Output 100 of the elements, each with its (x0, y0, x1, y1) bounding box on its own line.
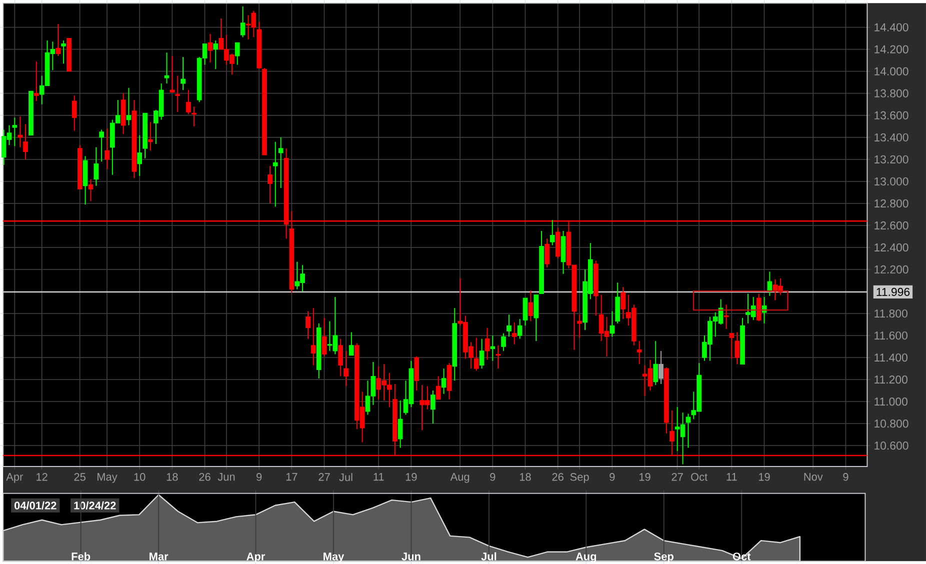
y-tick-label: 10.600 (874, 441, 908, 450)
candlestick (164, 52, 170, 84)
y-tick-label: 11.600 (874, 331, 908, 340)
y-tick-label: 12.400 (874, 243, 908, 252)
candlestick (186, 89, 191, 115)
y-tick-label: 14.000 (874, 67, 908, 76)
y-tick-label: 13.400 (874, 133, 908, 142)
candlestick (278, 136, 284, 188)
candlestick (490, 334, 496, 362)
x-tick-label: May (98, 472, 118, 483)
y-tick-label: 10.800 (874, 419, 908, 428)
y-tick-label: 13.600 (874, 111, 908, 120)
candlestick (213, 40, 218, 70)
x-tick-label: 11 (726, 472, 737, 480)
candlestick (126, 87, 132, 126)
x-tick-label: Oct (691, 472, 708, 481)
y-tick-label: 14.200 (874, 45, 908, 54)
candlestick (94, 146, 99, 186)
x-tick-label: Aug (576, 552, 596, 562)
annotation: 10/24/22 (74, 501, 116, 510)
x-tick-label: 18 (166, 472, 178, 481)
x-tick-label: Feb (72, 552, 90, 560)
y-tick-label: 12.200 (874, 265, 908, 274)
x-tick-label: 17 (286, 472, 298, 480)
candlestick (306, 310, 310, 340)
x-tick-label: Jul (339, 472, 352, 481)
y-tick-label: 12.800 (874, 199, 908, 208)
x-tick-label: Mar (150, 552, 168, 560)
x-tick-label: Jun (218, 472, 235, 481)
y-tick-label: 11.800 (874, 309, 908, 318)
x-tick-label: May (324, 552, 344, 562)
candlestick (479, 338, 484, 369)
x-tick-label: Jun (402, 552, 420, 560)
candlestick (72, 94, 77, 132)
candlestick (268, 165, 272, 204)
x-tick-label: 9 (490, 472, 496, 481)
candlestick (517, 318, 522, 340)
y-tick-label: 13.200 (874, 155, 908, 164)
candlestick (148, 121, 153, 151)
candlestick (767, 271, 772, 296)
x-tick-label: 26 (199, 472, 210, 481)
y-tick-label: 12.600 (874, 221, 908, 230)
candlestick (56, 23, 61, 56)
candlestick (501, 332, 506, 352)
candlestick (137, 134, 142, 176)
x-tick-label: 25 (74, 472, 86, 481)
x-tick-label: 9 (843, 472, 848, 481)
x-tick-label: Nov (804, 472, 823, 481)
candlestick (23, 124, 28, 160)
candlestick (544, 238, 550, 268)
annotation: 04/01/22 (14, 501, 56, 510)
candlestick (484, 327, 490, 360)
candlestick (577, 314, 582, 338)
candlestick (534, 294, 539, 342)
x-tick-label: Jul (481, 552, 496, 560)
candlestick (620, 286, 626, 320)
candlestick (496, 344, 501, 369)
candlestick (34, 60, 39, 102)
candlestick (18, 116, 23, 148)
candlestick (240, 6, 246, 38)
candlestick (658, 350, 664, 384)
x-tick-label: Sep (570, 472, 589, 483)
candlestick (61, 40, 66, 64)
candlestick (430, 390, 436, 424)
candlestick (88, 178, 94, 202)
candlestick (474, 337, 479, 372)
x-tick-label: 27 (318, 472, 330, 481)
candlestick (550, 219, 555, 246)
candlestick (322, 317, 327, 357)
candlestick (12, 116, 18, 147)
candlestick (99, 129, 104, 162)
candlestick (414, 356, 420, 391)
x-tick-label: Aug (450, 472, 470, 483)
x-tick-label: 18 (520, 472, 531, 481)
candlestick (175, 75, 180, 112)
x-tick-label: Apr (6, 472, 24, 483)
candlestick (398, 400, 403, 448)
candlestick (441, 368, 446, 394)
y-tick-label: 11.200 (874, 375, 908, 384)
y-tick-label: 14.400 (874, 23, 908, 32)
candlestick (512, 322, 517, 345)
candlestick (522, 297, 528, 326)
candlestick (104, 128, 110, 170)
y-tick-label: 13.800 (874, 89, 908, 98)
candlestick (734, 332, 740, 365)
candlestick (729, 332, 734, 360)
y-tick-label: 11.000 (874, 397, 908, 406)
candlestick (344, 350, 348, 387)
candlestick (349, 332, 354, 356)
candlestick (338, 338, 343, 377)
candlestick (528, 290, 534, 322)
candlestick (610, 310, 615, 337)
x-tick-label: Sep (654, 552, 674, 562)
ref-line-label: 11.996 (876, 288, 910, 296)
x-tick-label: 27 (672, 472, 683, 481)
x-tick-label: 10 (134, 472, 146, 481)
x-tick-label: Apr (246, 552, 266, 562)
candlestick (310, 307, 316, 366)
candlestick (756, 293, 762, 322)
y-tick-label: 13.000 (874, 177, 908, 186)
